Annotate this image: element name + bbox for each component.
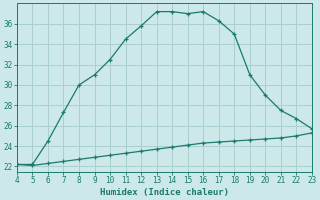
X-axis label: Humidex (Indice chaleur): Humidex (Indice chaleur) [100,188,229,197]
